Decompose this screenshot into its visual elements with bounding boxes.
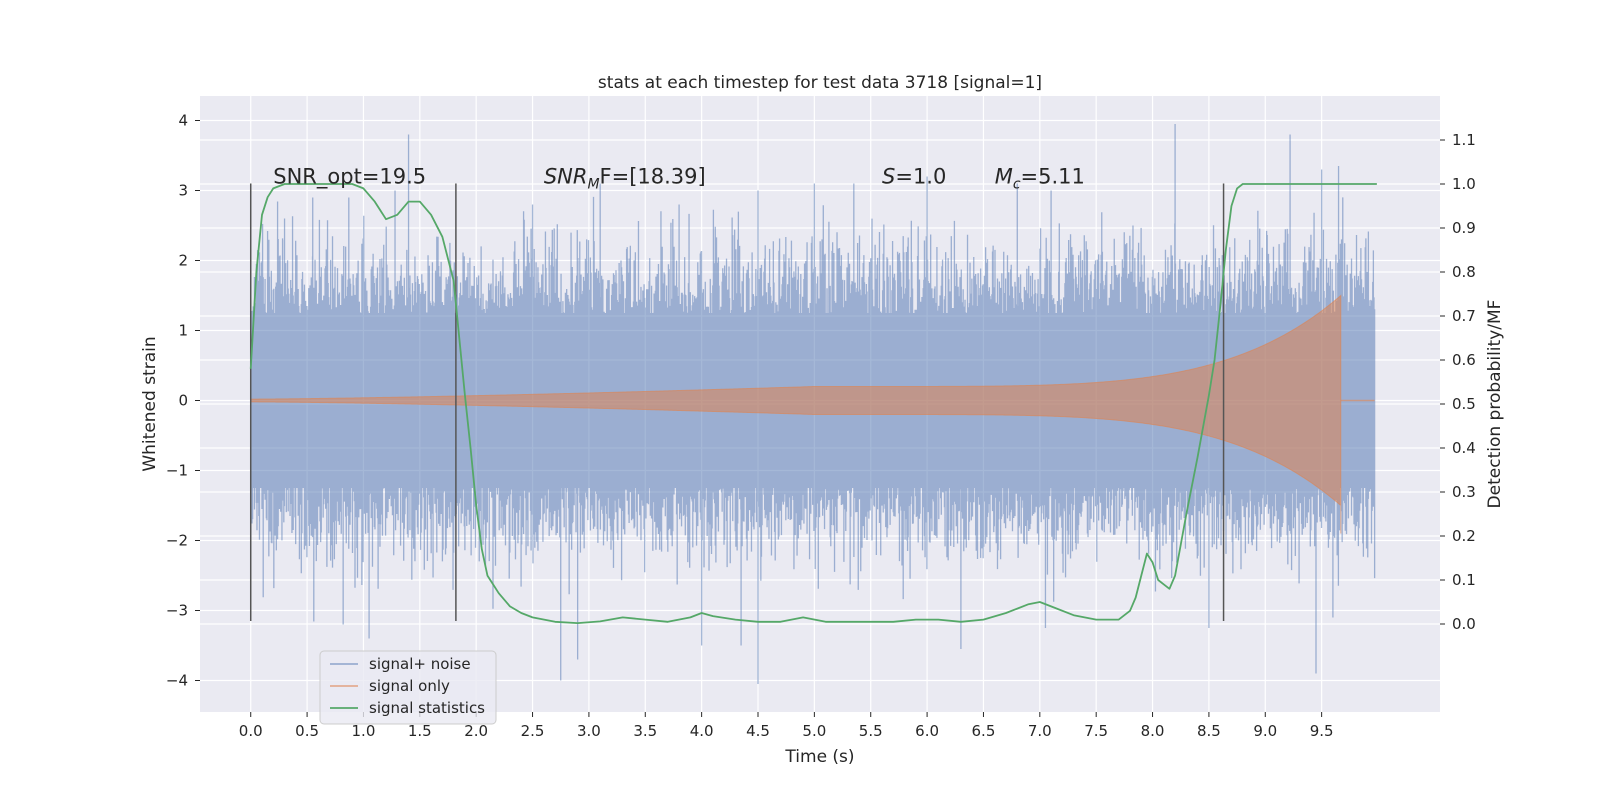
annotation-1-value: F=[18.39] xyxy=(600,165,706,189)
y-axis-label: Whitened strain xyxy=(140,336,160,471)
y2-tick-label-4: 0.7 xyxy=(1452,307,1476,325)
x-tick-label-16: 8.0 xyxy=(1141,722,1165,740)
y-tick-label-6: −2 xyxy=(166,532,188,550)
annotation-0-prefix: SNR_opt xyxy=(273,165,362,190)
x-tick-label-7: 3.5 xyxy=(633,722,657,740)
x-axis-ticks: 0.0 0.5 1.0 1.5 2.0 2.5 3.0 3.5 4.0 4.5 5.0 5.5 6.0 6… xyxy=(239,712,1334,740)
annotation-2-value: =1.0 xyxy=(895,165,946,189)
x-tick-label-14: 7.0 xyxy=(1028,722,1052,740)
x-tick-label-12: 6.0 xyxy=(915,722,939,740)
legend: signal+ noise signal only signal statist… xyxy=(319,650,497,725)
y-tick-label-3: 1 xyxy=(178,322,188,340)
y2-tick-label-11: 0.0 xyxy=(1452,615,1476,633)
y2-tick-label-6: 0.5 xyxy=(1452,395,1476,413)
series-signal-only xyxy=(250,294,1375,534)
annotation-1-subscript: M xyxy=(587,177,599,193)
y-axis-ticks: 4 3 2 1 0 −1 −2 −3 −4 xyxy=(166,112,200,690)
annotation-0: SNR_opt=19.5 xyxy=(273,165,426,190)
y-tick-label-7: −3 xyxy=(166,602,188,620)
x-tick-label-2: 1.0 xyxy=(352,722,376,740)
legend-label-signal-noise: signal+ noise xyxy=(369,655,471,673)
y-tick-label-4: 0 xyxy=(178,392,188,410)
annotation-3-prefix: M xyxy=(995,165,1013,189)
legend-label-signal-only: signal only xyxy=(369,677,450,695)
x-axis-label: Time (s) xyxy=(784,747,854,767)
y2-tick-label-0: 1.1 xyxy=(1452,131,1476,149)
y-tick-label-1: 3 xyxy=(178,182,188,200)
y2-tick-label-3: 0.8 xyxy=(1452,263,1476,281)
statistics-line xyxy=(249,183,1377,625)
y2-axis-label: Detection probability/MF xyxy=(1485,300,1505,509)
series-signal-statistics xyxy=(249,183,1377,625)
x-tick-label-17: 8.5 xyxy=(1197,722,1221,740)
annotation-3-value: =5.11 xyxy=(1021,165,1085,189)
annotation-1-prefix: SNR xyxy=(544,165,588,189)
y-tick-label-5: −1 xyxy=(166,462,188,480)
x-tick-label-0: 0.0 xyxy=(239,722,263,740)
x-tick-label-19: 9.5 xyxy=(1310,722,1334,740)
x-tick-label-6: 3.0 xyxy=(577,722,601,740)
x-tick-label-13: 6.5 xyxy=(972,722,996,740)
x-tick-label-8: 4.0 xyxy=(690,722,714,740)
y-tick-label-2: 2 xyxy=(178,252,188,270)
x-tick-label-5: 2.5 xyxy=(521,722,545,740)
annotation-2: S=1.0 xyxy=(882,165,946,189)
vertical-marker-lines xyxy=(249,183,1225,621)
signal-envelope xyxy=(250,294,1342,534)
y2-axis-ticks: 1.1 1.0 0.9 0.8 0.7 0.6 0.5 0.4 0.3 0.2 0.1 0.0 xyxy=(1440,131,1476,633)
x-tick-label-4: 2.0 xyxy=(464,722,488,740)
y2-tick-label-9: 0.2 xyxy=(1452,527,1476,545)
legend-label-signal-statistics: signal statistics xyxy=(369,699,485,717)
annotation-0-value: =19.5 xyxy=(362,165,426,189)
y2-tick-label-7: 0.4 xyxy=(1452,439,1476,457)
y2-tick-label-10: 0.1 xyxy=(1452,571,1476,589)
annotation-2-prefix: S xyxy=(882,165,895,189)
x-tick-label-3: 1.5 xyxy=(408,722,432,740)
x-tick-label-15: 7.5 xyxy=(1084,722,1108,740)
y2-tick-label-2: 0.9 xyxy=(1452,219,1476,237)
x-tick-label-1: 0.5 xyxy=(295,722,319,740)
legend-box xyxy=(319,650,497,725)
y2-tick-label-1: 1.0 xyxy=(1452,175,1476,193)
annotation-1: SNRMF=[18.39] xyxy=(544,165,706,193)
chart-annotations: SNR_opt=19.5 SNRMF=[18.39] S=1.0 Mc=5.11 xyxy=(273,165,1085,193)
chart-title: stats at each timestep for test data 371… xyxy=(598,73,1042,93)
y-tick-label-8: −4 xyxy=(166,672,188,690)
x-tick-label-11: 5.5 xyxy=(859,722,883,740)
annotation-3-subscript: c xyxy=(1013,177,1021,193)
x-tick-label-10: 5.0 xyxy=(802,722,826,740)
y-tick-label-0: 4 xyxy=(178,112,188,130)
x-tick-label-18: 9.0 xyxy=(1253,722,1277,740)
y2-tick-label-8: 0.3 xyxy=(1452,483,1476,501)
annotation-3: Mc=5.11 xyxy=(995,165,1085,193)
x-tick-label-9: 4.5 xyxy=(746,722,770,740)
y2-tick-label-5: 0.6 xyxy=(1452,351,1476,369)
